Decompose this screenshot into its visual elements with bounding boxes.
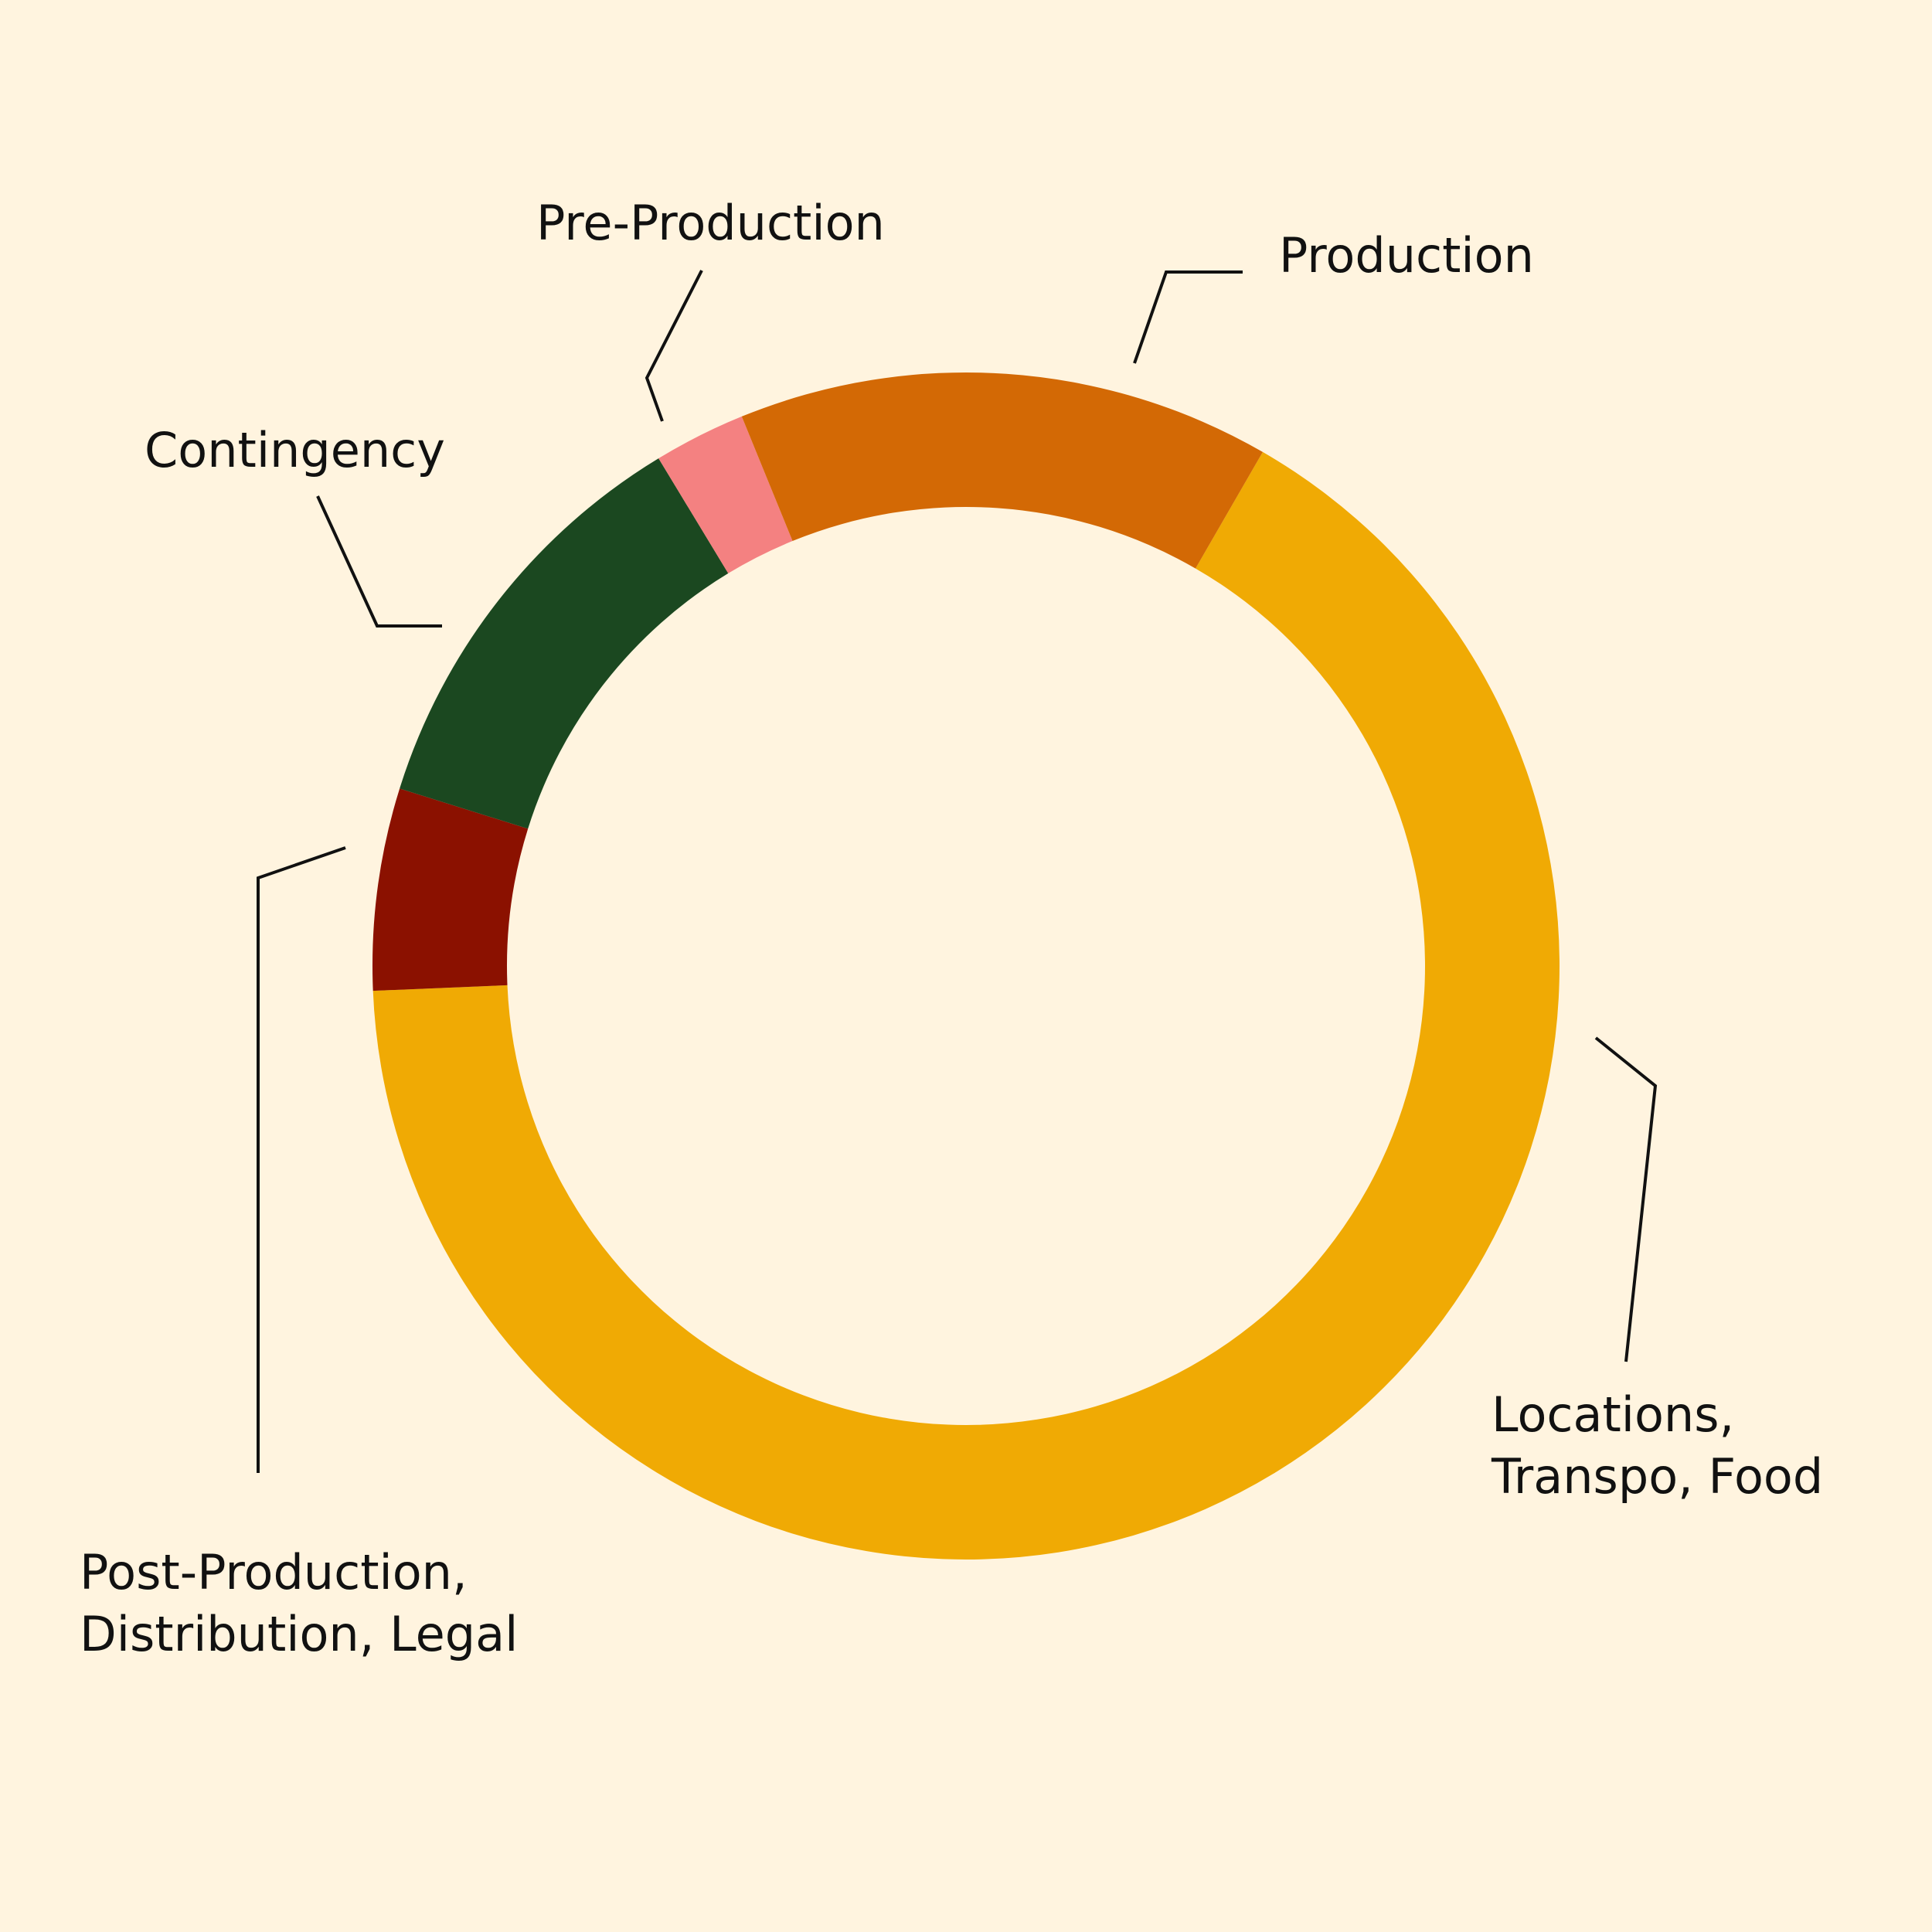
slice-label-line: Distribution, Legal: [80, 1606, 518, 1662]
slice-pre-production: [658, 416, 793, 573]
slice-label-line: Production: [1279, 227, 1534, 284]
slice-contingency: [400, 458, 729, 829]
leader-line-production: [1133, 270, 1243, 364]
slice-label-production: Production: [1279, 227, 1534, 284]
slice-label-line: Contingency: [145, 422, 445, 478]
slice-label-line: Post-Production,: [80, 1544, 468, 1600]
slice-labels: Locations, Transpo, Food Post-Production, D…: [80, 195, 1823, 1662]
leader-line-post-production-distribution-legal: [257, 846, 346, 1473]
slice-label-post-production-distribution-legal: Post-Production, Distribution, Legal: [80, 1544, 518, 1662]
leader-line-pre-production: [645, 270, 703, 422]
slice-label-line: Pre-Production: [536, 195, 885, 251]
leader-line-contingency: [316, 495, 442, 628]
slice-label-contingency: Contingency: [145, 422, 445, 478]
slice-label-line: Transpo, Food: [1491, 1448, 1823, 1505]
slice-production: [741, 372, 1263, 569]
leader-line-locations-transpo-food: [1594, 1036, 1658, 1362]
slice-post-production-distribution-legal: [372, 788, 529, 992]
leader-lines: [257, 270, 1658, 1473]
slice-label-line: Locations,: [1492, 1386, 1734, 1443]
slice-label-pre-production: Pre-Production: [536, 195, 885, 251]
donut-slices: [372, 372, 1560, 1560]
slice-label-locations-transpo-food: Locations, Transpo, Food: [1491, 1386, 1823, 1505]
